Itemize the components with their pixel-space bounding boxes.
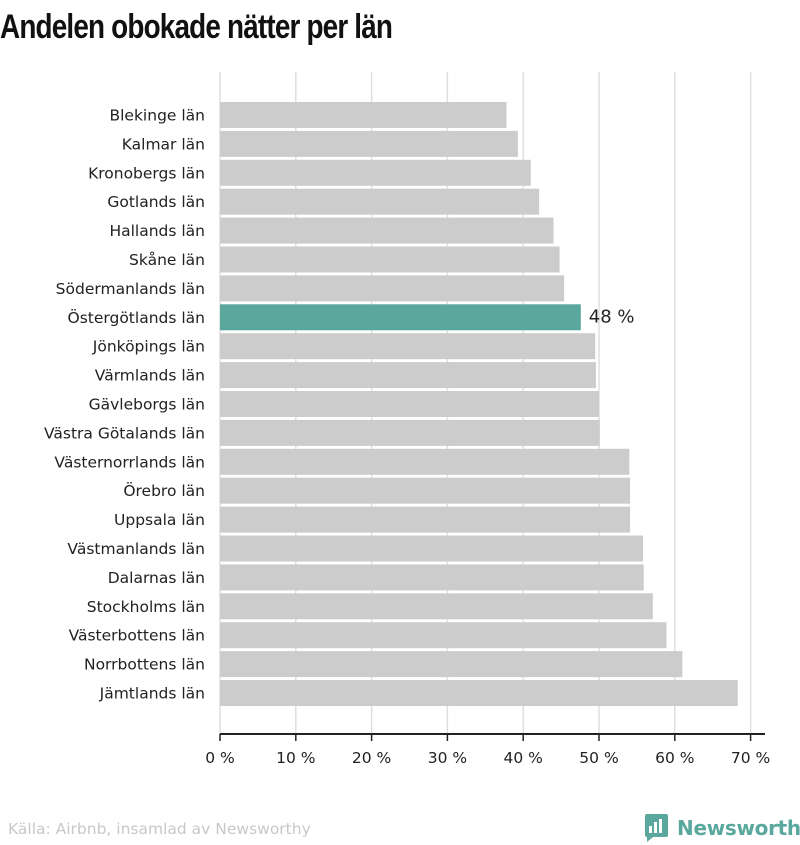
x-tick-label: 50 % xyxy=(579,749,618,767)
bar-highlighted xyxy=(220,304,581,331)
bar xyxy=(220,391,599,417)
category-label: Uppsala län xyxy=(114,511,205,529)
bar xyxy=(220,333,596,360)
x-tick-label: 30 % xyxy=(428,749,467,767)
bars xyxy=(220,102,738,706)
brand-name: Newsworthy xyxy=(677,816,800,840)
x-tick-label: 0 % xyxy=(205,749,235,767)
category-label: Kalmar län xyxy=(122,135,205,153)
category-label: Jämtlands län xyxy=(99,685,205,703)
category-label: Västra Götalands län xyxy=(44,424,205,442)
source-note: Källa: Airbnb, insamlad av Newsworthy xyxy=(8,820,311,838)
x-tick-label: 60 % xyxy=(655,749,694,767)
bar xyxy=(220,362,596,389)
bar xyxy=(220,188,540,215)
category-label: Västerbottens län xyxy=(69,627,205,645)
category-label: Västernorrlands län xyxy=(54,453,205,471)
category-label: Södermanlands län xyxy=(56,280,205,298)
bar xyxy=(220,448,630,475)
category-label: Gävleborgs län xyxy=(89,396,205,414)
category-label: Stockholms län xyxy=(87,598,205,616)
bar xyxy=(220,506,631,533)
bar xyxy=(220,535,643,562)
bar xyxy=(220,593,653,620)
category-label: Hallands län xyxy=(109,222,205,240)
category-label: Jönköpings län xyxy=(92,338,205,356)
chart-title: Andelen obokade nätter per län xyxy=(0,8,393,46)
bar xyxy=(220,102,507,128)
brand-logo: Newsworthy xyxy=(644,812,800,844)
category-label: Skåne län xyxy=(129,251,205,269)
x-tick-label: 10 % xyxy=(276,749,315,767)
bar xyxy=(220,477,631,504)
category-label: Kronobergs län xyxy=(88,164,205,182)
bar-chart: Blekinge län Kalmar län Kronobergs län Gotl… xyxy=(44,72,770,767)
bar xyxy=(220,622,667,649)
bar xyxy=(220,246,560,273)
bar xyxy=(220,419,600,446)
highlight-data-label: 48 % xyxy=(589,306,635,327)
category-label: Örebro län xyxy=(123,481,205,500)
bar xyxy=(220,564,644,591)
x-tick-label: 20 % xyxy=(352,749,391,767)
x-tick-label: 70 % xyxy=(731,749,770,767)
category-label: Blekinge län xyxy=(109,107,205,125)
bar xyxy=(220,159,531,186)
x-tick-label: 40 % xyxy=(504,749,543,767)
category-label: Östergötlands län xyxy=(68,308,206,327)
x-axis: 0 % 10 % 20 % 30 % 40 % 50 % 60 % 70 % xyxy=(205,733,770,767)
bar xyxy=(220,217,554,244)
bar xyxy=(220,651,683,678)
bar xyxy=(220,275,565,302)
bar xyxy=(220,130,518,157)
bar xyxy=(220,680,738,706)
category-label: Gotlands län xyxy=(107,193,205,211)
category-label: Värmlands län xyxy=(95,367,205,385)
category-label: Norrbottens län xyxy=(84,656,205,674)
category-labels: Blekinge län Kalmar län Kronobergs län Gotl… xyxy=(44,107,635,703)
newsworthy-logo-icon xyxy=(645,814,668,842)
category-label: Västmanlands län xyxy=(67,540,205,558)
category-label: Dalarnas län xyxy=(108,569,205,587)
